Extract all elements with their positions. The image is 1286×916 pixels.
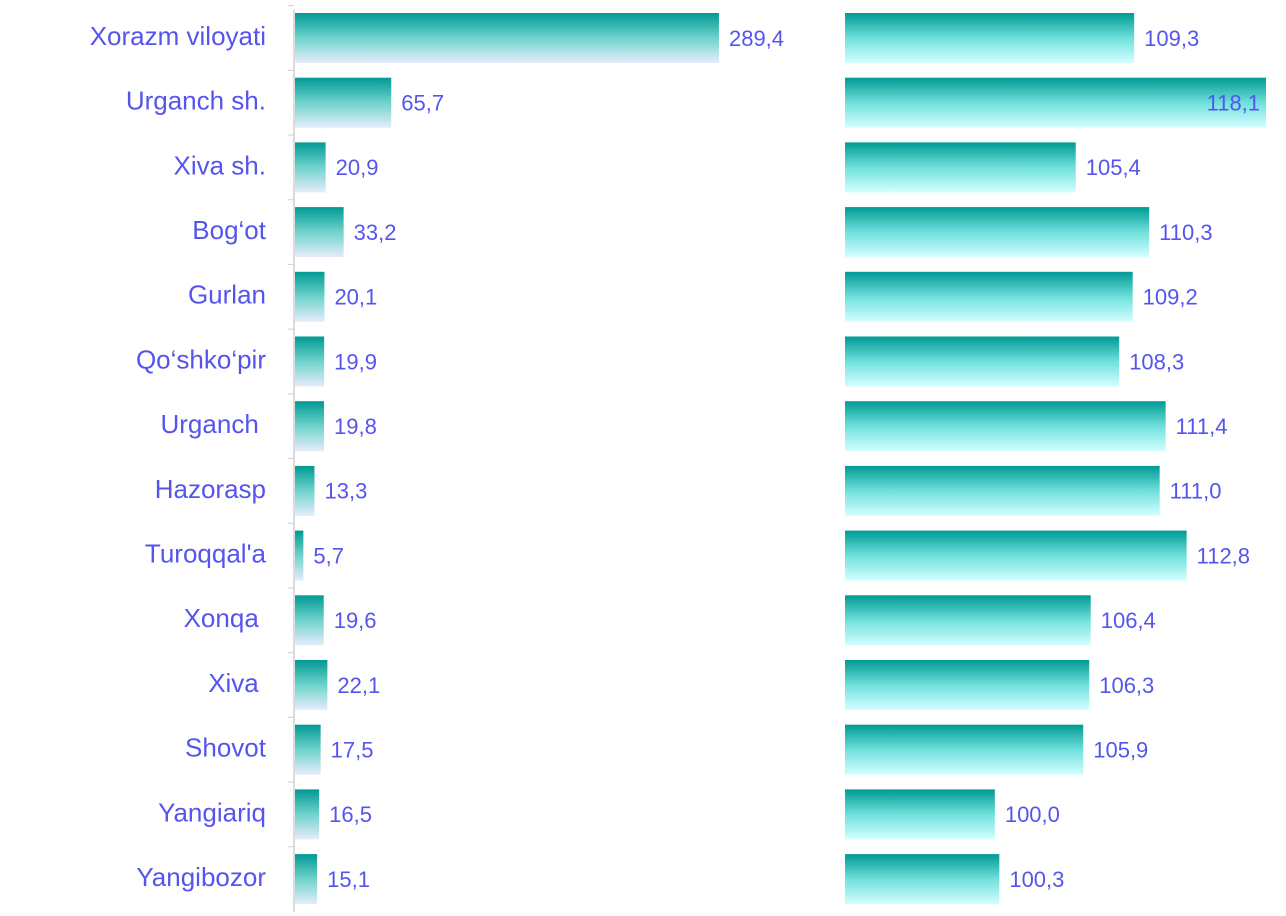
value-label: 111,0 <box>1170 479 1222 504</box>
bar <box>295 142 326 193</box>
category-label: Xorazm viloyati <box>90 21 266 51</box>
value-label: 20,1 <box>334 285 377 310</box>
value-label: 5,7 <box>313 543 344 568</box>
value-label: 19,6 <box>334 608 377 633</box>
value-label: 106,3 <box>1099 673 1154 698</box>
category-label: Urganch sh. <box>126 86 266 116</box>
category-label: Bog‘ot <box>192 215 266 245</box>
value-label: 100,0 <box>1005 802 1060 827</box>
value-label: 100,3 <box>1009 867 1064 892</box>
value-label: 106,4 <box>1101 608 1156 633</box>
value-label: 105,9 <box>1093 738 1148 763</box>
bar <box>295 595 324 646</box>
category-label: Urganch <box>161 409 267 439</box>
bar <box>295 660 328 710</box>
value-label: 112,8 <box>1197 543 1250 568</box>
value-label: 110,3 <box>1159 220 1212 245</box>
value-label: 20,9 <box>336 155 379 180</box>
bar <box>845 207 1150 258</box>
value-label: 17,5 <box>331 738 374 763</box>
value-label: 19,8 <box>334 414 377 439</box>
value-label: 118,1 <box>1207 91 1260 116</box>
bar <box>295 13 719 63</box>
category-label: Xiva <box>208 668 266 698</box>
value-label: 33,2 <box>354 220 397 245</box>
category-label: Turoqqal'a <box>145 538 267 568</box>
bar <box>295 530 304 581</box>
category-label: Gurlan <box>188 280 266 310</box>
bar <box>295 401 325 452</box>
bar <box>845 530 1187 581</box>
value-label: 16,5 <box>329 802 372 827</box>
bar <box>845 336 1120 387</box>
bar <box>295 465 315 516</box>
bar <box>845 401 1166 452</box>
value-label: 109,2 <box>1143 285 1198 310</box>
value-label: 65,7 <box>401 91 444 116</box>
bar <box>295 789 320 840</box>
bar <box>845 77 1267 128</box>
bar <box>295 854 318 905</box>
value-label: 19,9 <box>334 349 377 374</box>
bar <box>295 207 344 258</box>
bar <box>845 465 1160 516</box>
value-label: 13,3 <box>324 479 367 504</box>
bar <box>295 77 392 128</box>
bar <box>845 271 1133 322</box>
bar <box>845 660 1090 710</box>
bar <box>845 595 1091 646</box>
category-label: Yangibozor <box>136 862 266 892</box>
bar <box>845 789 995 840</box>
category-label: Xonqa <box>184 603 266 633</box>
category-label: Shovot <box>185 733 267 763</box>
category-label: Yangiariq <box>158 797 266 827</box>
value-label: 109,3 <box>1144 26 1199 51</box>
bar <box>295 271 325 322</box>
bar <box>295 724 321 775</box>
value-label: 111,4 <box>1176 414 1228 439</box>
value-label: 105,4 <box>1086 155 1141 180</box>
value-label: 289,4 <box>729 26 784 51</box>
value-label: 108,3 <box>1129 349 1184 374</box>
value-label: 22,1 <box>337 673 380 698</box>
bar <box>845 142 1076 193</box>
bar <box>845 854 1000 905</box>
category-label: Qo‘shko‘pir <box>136 344 266 374</box>
bar <box>295 336 325 387</box>
category-label: Xiva sh. <box>174 150 267 180</box>
bar <box>845 724 1084 775</box>
value-label: 15,1 <box>327 867 370 892</box>
bar <box>845 13 1135 63</box>
category-label: Hazorasp <box>155 474 266 504</box>
